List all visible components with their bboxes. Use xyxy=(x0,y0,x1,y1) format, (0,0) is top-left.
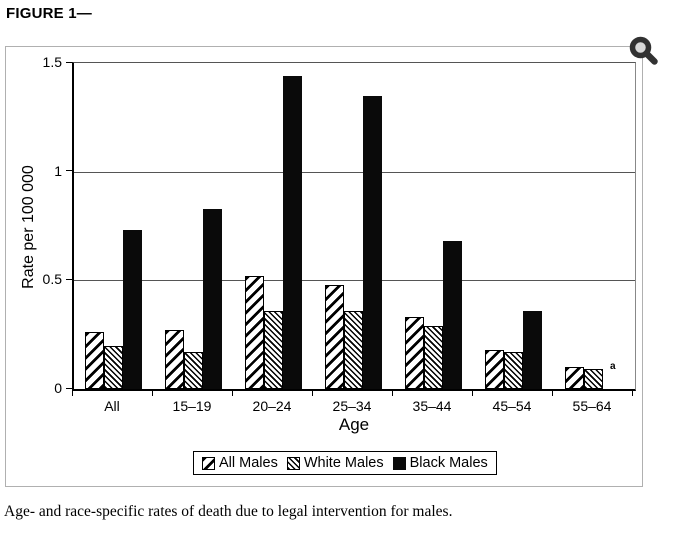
bar-group xyxy=(234,63,314,389)
x-tick-mark xyxy=(552,391,553,396)
bar-black-males xyxy=(443,241,462,389)
x-tick-mark xyxy=(312,391,313,396)
figure-label: FIGURE 1— xyxy=(6,5,92,22)
bar-all-males xyxy=(325,285,344,389)
bar-black-males xyxy=(283,76,302,389)
x-tick-label: 35–44 xyxy=(412,398,452,414)
bar-group xyxy=(394,63,474,389)
chart-panel: Rate per 100 000 a Age All Males White Ma… xyxy=(5,46,643,487)
gridline xyxy=(74,171,635,173)
legend: All Males White Males Black Males xyxy=(193,451,497,475)
legend-label: All Males xyxy=(219,455,278,471)
bar-white-males xyxy=(504,352,523,389)
bar-all-males xyxy=(565,367,584,389)
y-tick-label: 1 xyxy=(54,162,62,179)
x-axis-title: Age xyxy=(338,415,370,434)
zoom-magnifier-icon[interactable] xyxy=(627,34,661,68)
bar-group xyxy=(314,63,394,389)
legend-swatch-solid-black xyxy=(392,456,406,470)
bar-white-males xyxy=(184,352,203,389)
legend-item-black-males: Black Males xyxy=(392,455,488,471)
legend-label: Black Males xyxy=(409,455,488,471)
bar-group xyxy=(154,63,234,389)
bar-white-males xyxy=(104,346,123,389)
bar-black-males xyxy=(363,96,382,389)
y-tick-mark xyxy=(66,278,72,280)
bar-white-males xyxy=(584,369,603,389)
x-tick-label: 45–54 xyxy=(492,398,532,414)
bar-group xyxy=(554,63,634,389)
legend-swatch-diagonal-hatch xyxy=(202,456,215,470)
x-tick-label: 55–64 xyxy=(572,398,612,414)
legend-item-all-males: All Males xyxy=(202,455,278,471)
bar-group xyxy=(474,63,554,389)
bar-all-males xyxy=(485,350,504,389)
plot-area: a xyxy=(72,62,636,391)
y-tick-label: 0 xyxy=(54,380,62,396)
legend-label: White Males xyxy=(303,455,384,471)
legend-item-white-males: White Males xyxy=(286,455,384,471)
y-tick-mark xyxy=(66,387,72,389)
x-tick-mark xyxy=(392,391,393,396)
x-tick-label: 25–34 xyxy=(332,398,372,414)
bar-black-males xyxy=(203,209,222,389)
x-tick-label: All xyxy=(104,398,120,414)
x-tick-mark xyxy=(632,391,633,396)
figure-caption: Age- and race-specific rates of death du… xyxy=(4,503,453,520)
x-tick-mark xyxy=(152,391,153,396)
x-tick-mark xyxy=(72,391,73,396)
x-tick-label: 20–24 xyxy=(252,398,292,414)
bar-black-males xyxy=(123,230,142,389)
bar-all-males xyxy=(165,330,184,389)
magnifier-handle xyxy=(643,50,658,65)
x-tick-mark xyxy=(232,391,233,396)
x-tick-label: 15–19 xyxy=(172,398,212,414)
gridline xyxy=(74,280,635,282)
x-tick-mark xyxy=(472,391,473,396)
bar-group xyxy=(74,63,154,389)
legend-swatch-fine-diagonal-hatch xyxy=(286,456,300,470)
y-tick-mark xyxy=(66,170,72,172)
footnote-marker: a xyxy=(610,361,616,372)
bar-black-males xyxy=(523,311,542,389)
bar-white-males xyxy=(424,326,443,389)
bar-white-males xyxy=(264,311,283,389)
bar-all-males xyxy=(405,317,424,389)
bar-white-males xyxy=(344,311,363,389)
y-tick-label: 1.5 xyxy=(42,54,62,70)
bar-all-males xyxy=(245,276,264,389)
y-tick-label: 0.5 xyxy=(42,271,62,288)
bar-all-males xyxy=(85,332,104,389)
y-tick-mark xyxy=(66,61,72,63)
